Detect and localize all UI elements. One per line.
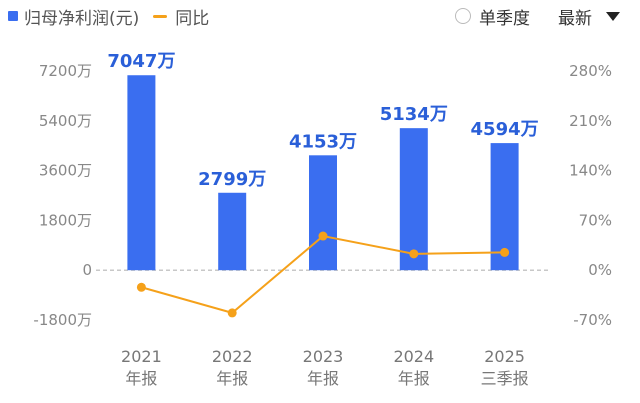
period-dropdown[interactable]: 最新 [558,4,620,29]
bar-value-label: 4594万 [471,119,539,140]
yoy-point [227,308,237,318]
profit-bar [399,128,428,271]
right-axis-tick-label: 280% [569,62,612,80]
x-axis-period-label: 年报 [398,369,430,388]
x-axis-year-label: 2023 [303,347,344,366]
legend-item-yoy[interactable]: 同比 [153,4,209,29]
x-axis-period-label: 年报 [216,369,248,388]
left-axis-tick-label: -1800万 [33,311,92,329]
legend-item-profit[interactable]: 归母净利润(元) [8,4,139,29]
left-axis-tick-label: 7200万 [39,62,92,80]
profit-bar [218,192,247,271]
bar-swatch-icon [8,11,18,21]
quarter-radio-icon[interactable] [455,8,471,24]
right-axis-tick-label: 70% [579,211,612,229]
yoy-point [318,231,328,241]
chart-legend: 归母净利润(元) 同比 [8,4,223,29]
x-axis-year-label: 2021 [121,347,162,366]
chart-controls: 单季度 最新 [455,4,620,29]
left-axis-tick-label: 0 [82,261,92,279]
line-swatch-icon [153,14,168,18]
x-axis-year-label: 2025 [484,347,525,366]
left-axis-tick-label: 3600万 [39,162,92,180]
left-axis-tick-label: 1800万 [39,211,92,229]
x-axis-period-label: 年报 [125,369,157,388]
profit-bar [309,155,337,271]
legend-profit-label: 归母净利润(元) [24,8,140,29]
yoy-point [409,249,419,259]
bar-value-label: 2799万 [198,169,266,190]
yoy-point [136,282,146,292]
x-axis-year-label: 2024 [393,347,434,366]
yoy-point [500,247,510,257]
right-axis-tick-label: -70% [573,311,612,329]
legend-yoy-label: 同比 [175,8,210,29]
caret-down-icon [606,11,620,21]
x-axis-period-label: 三季报 [481,369,529,388]
right-axis-tick-label: 0% [588,261,612,279]
right-axis-tick-label: 140% [569,162,612,180]
x-axis-period-label: 年报 [307,369,339,388]
bar-value-label: 4153万 [289,131,357,152]
x-axis-year-label: 2022 [212,347,253,366]
bar-value-label: 7047万 [107,51,175,72]
right-axis-tick-label: 210% [569,112,612,130]
quarter-radio-label[interactable]: 单季度 [479,8,530,29]
bar-value-label: 5134万 [380,104,448,125]
period-dropdown-label: 最新 [558,8,592,29]
left-axis-tick-label: 5400万 [39,112,92,130]
profit-bar [127,75,156,271]
